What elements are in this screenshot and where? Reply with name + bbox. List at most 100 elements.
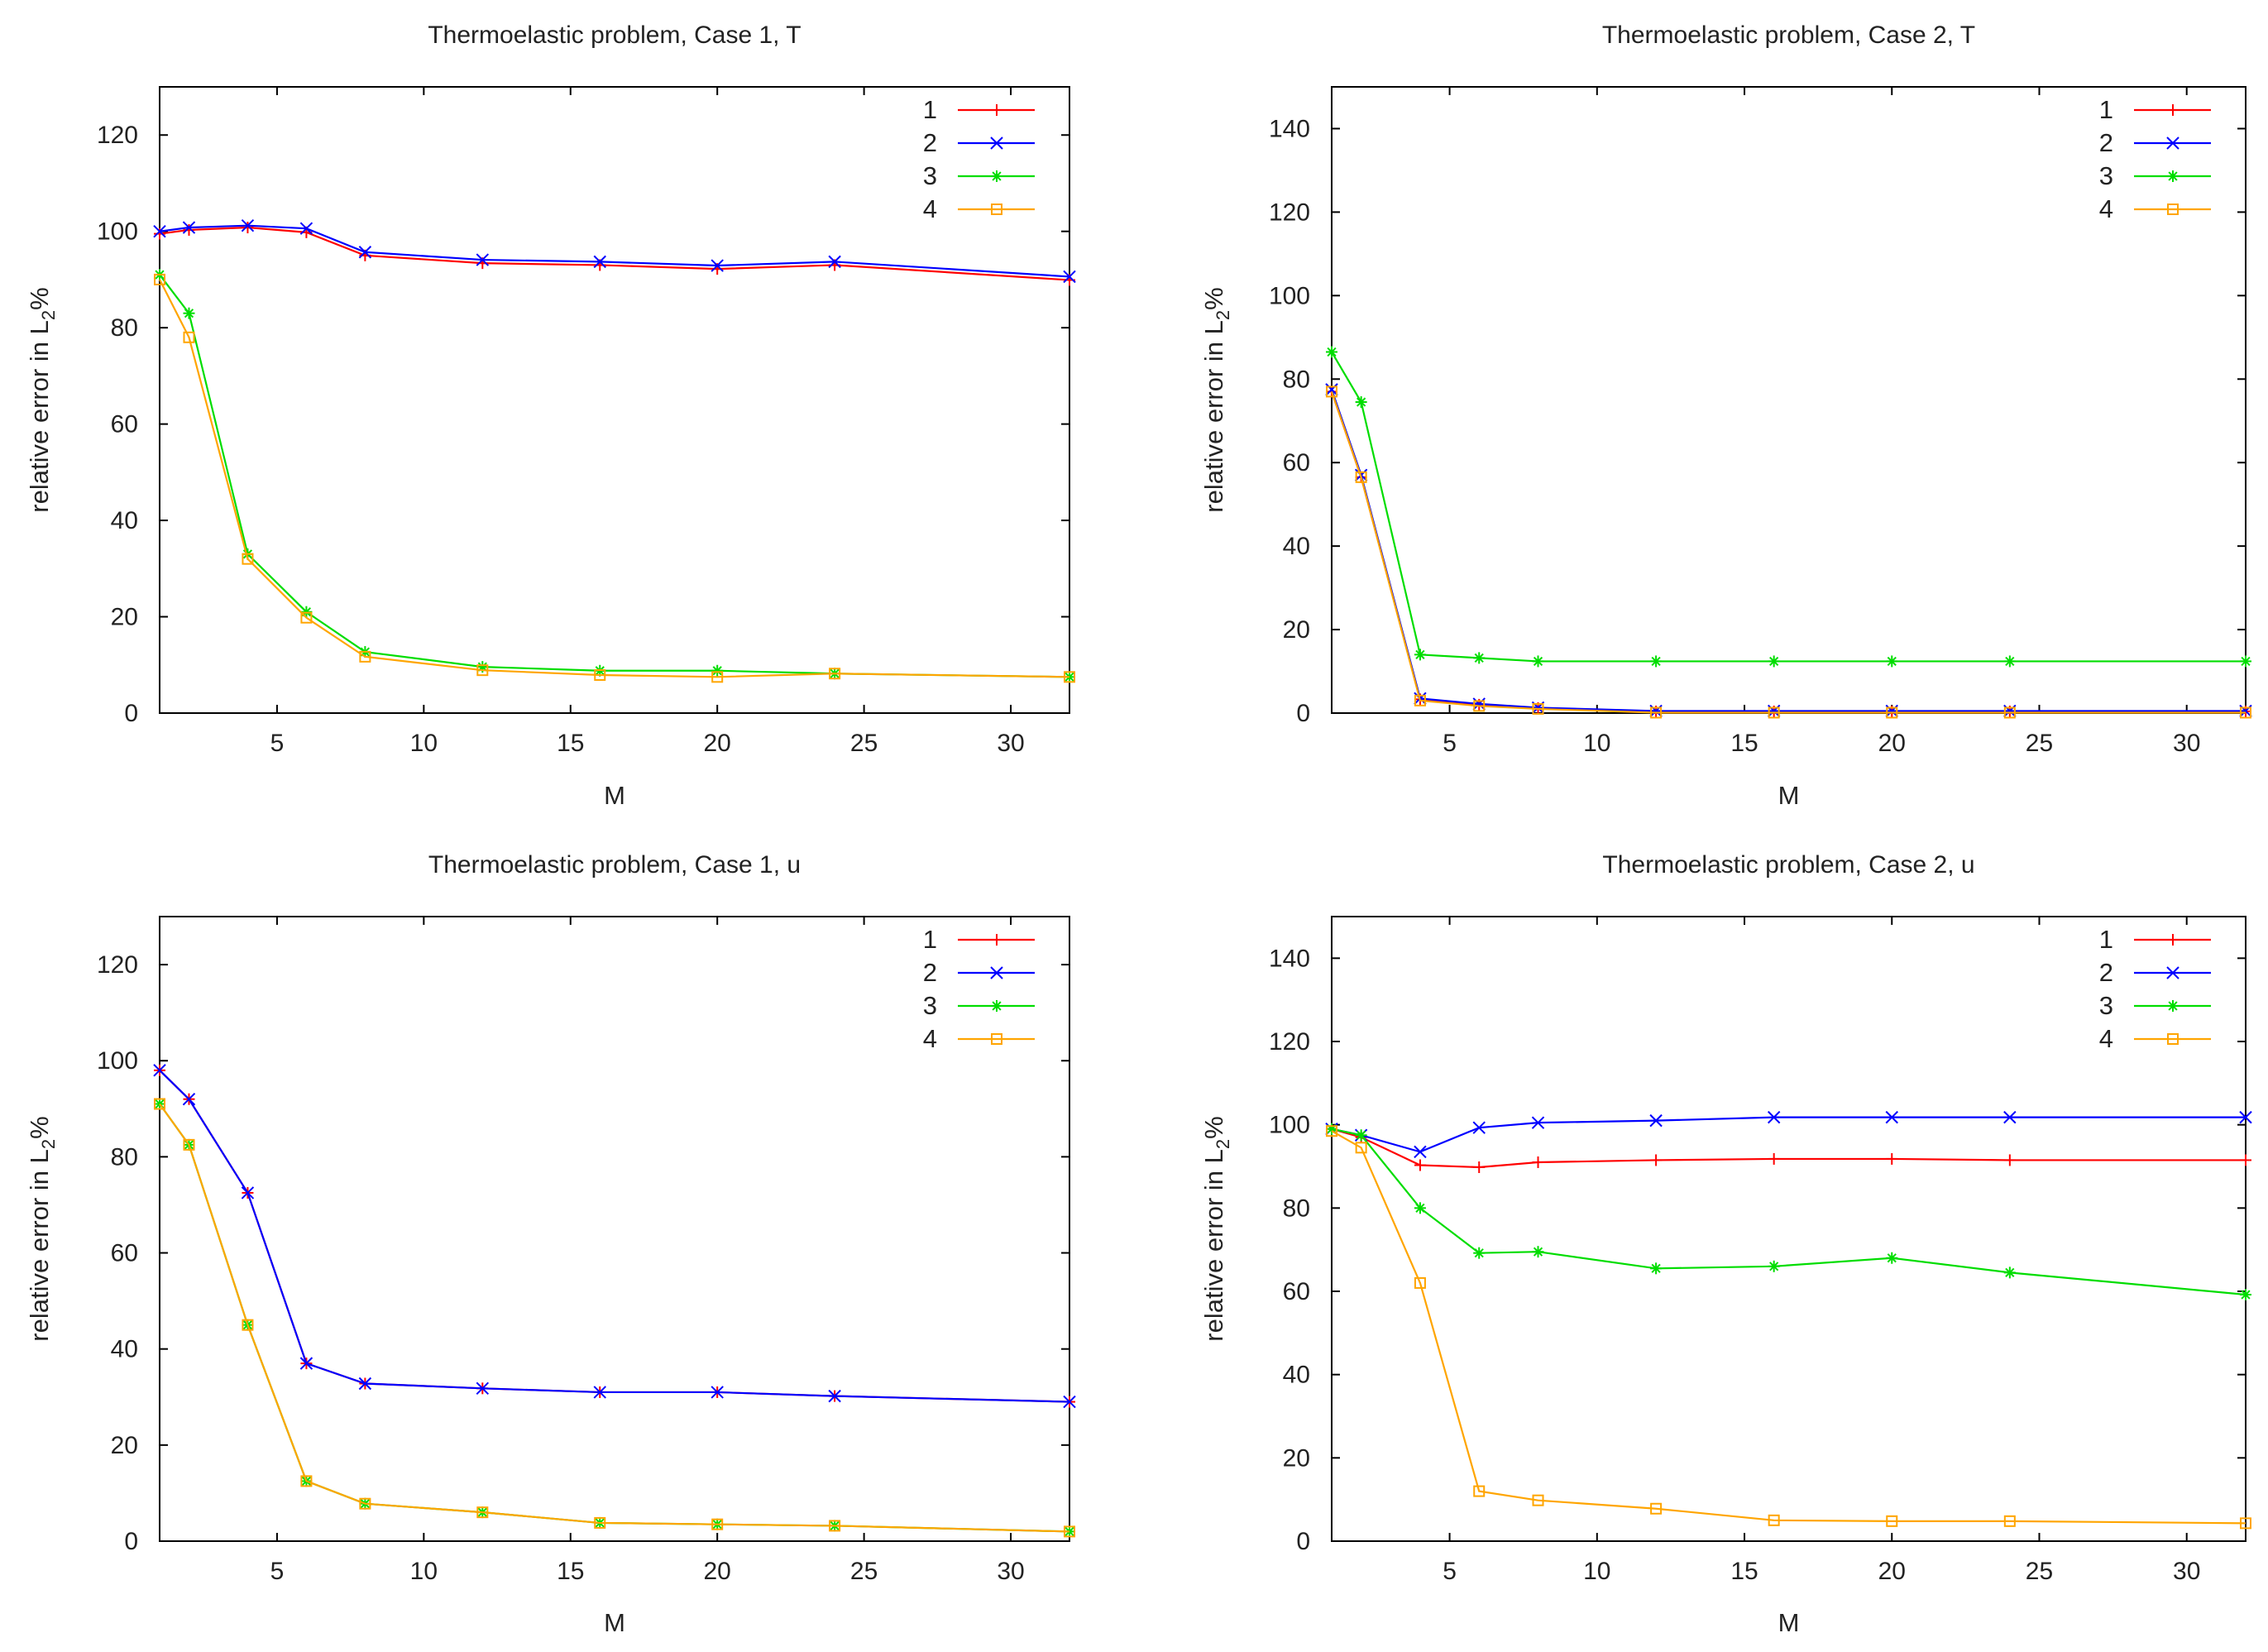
legend-entry-label: 1 — [2099, 925, 2113, 954]
series-3-point — [1768, 1260, 1780, 1272]
x-tick-label: 15 — [1730, 730, 1758, 757]
series-4-point — [1532, 702, 1544, 715]
legend-entry-label: 1 — [923, 95, 937, 124]
series-2-point — [593, 1386, 606, 1399]
series-2-point — [593, 255, 606, 269]
series-1-point — [2240, 1154, 2251, 1166]
series-4-point — [1414, 1276, 1426, 1289]
series-2-point — [1885, 1110, 1898, 1124]
legend-marker-2 — [990, 136, 1003, 150]
series-2-point — [2239, 1110, 2252, 1124]
y-axis-label: relative error in L2% — [25, 287, 59, 512]
y-tick-label: 100 — [1269, 282, 1310, 309]
chart-panel-4: Thermoelastic problem, Case 2, u 5 10 15 20 2… — [1199, 851, 2252, 1637]
legend-marker-3 — [2167, 170, 2179, 182]
series-2-point — [1414, 1145, 1427, 1159]
series-1-point — [1473, 1161, 1486, 1174]
chart-panel-1: Thermoelastic problem, Case 1, T5 10 15 20 2… — [25, 22, 1076, 810]
series-4-point — [1650, 706, 1663, 719]
series-line-1 — [159, 226, 1070, 281]
series-line-4 — [159, 1103, 1070, 1533]
series-1-point — [2003, 1154, 2016, 1166]
series-4-point — [1473, 700, 1486, 712]
x-tick-label: 30 — [997, 1558, 1024, 1585]
series-2-point — [153, 1064, 166, 1077]
legend-marker-1 — [2167, 104, 2179, 116]
legend-entry-label: 4 — [923, 1024, 937, 1053]
y-tick-label: 60 — [111, 411, 138, 438]
series-2-point — [153, 224, 166, 238]
plot-frame — [159, 86, 1070, 714]
y-axis-label: relative error in L2% — [1199, 1116, 1233, 1341]
series-2-point — [1063, 270, 1076, 284]
series-4-point — [1473, 1485, 1486, 1497]
y-tick-label: 40 — [111, 507, 138, 534]
y-tick-label: 80 — [111, 1143, 138, 1171]
series-4-point — [476, 664, 489, 677]
legend-marker-1 — [991, 104, 1002, 116]
series-4-point — [1414, 694, 1426, 706]
x-tick-label: 5 — [1443, 1558, 1457, 1585]
series-2-point — [182, 1092, 196, 1106]
series-4-point — [359, 1497, 371, 1510]
legend-marker-2 — [2166, 966, 2179, 979]
series-3-point — [2003, 1267, 2016, 1279]
series-line-1 — [1330, 391, 2246, 713]
y-tick-label: 80 — [1283, 1195, 1310, 1222]
series-1-point — [1886, 1152, 1898, 1165]
legend-entry-label: 3 — [2099, 991, 2113, 1020]
legend: 1 2 3 4 — [923, 925, 1035, 1053]
legend-marker-2 — [2166, 136, 2179, 150]
y-tick-label: 140 — [1269, 945, 1310, 972]
y-tick-label: 40 — [1283, 1362, 1310, 1389]
series-4-point — [1768, 706, 1780, 719]
chart-title: Thermoelastic problem, Case 2, u — [1602, 851, 1974, 879]
x-tick-label: 20 — [704, 1558, 731, 1585]
series-4-point — [594, 668, 606, 681]
legend: 1 2 3 4 — [2099, 925, 2211, 1053]
y-tick-label: 0 — [124, 700, 138, 727]
series-2-point — [299, 1357, 313, 1370]
plot-frame — [1331, 916, 2246, 1542]
y-tick-label: 120 — [1269, 1028, 1310, 1056]
y-tick-label: 80 — [111, 314, 138, 342]
x-tick-label: 30 — [997, 730, 1024, 757]
series-line-2 — [159, 1070, 1070, 1403]
series-3-point — [1650, 655, 1663, 668]
series-2-point — [476, 253, 490, 266]
series-4-point — [1326, 1125, 1337, 1137]
legend-marker-4 — [991, 204, 1002, 215]
x-tick-label: 25 — [2026, 730, 2053, 757]
series-2-point — [241, 1186, 255, 1199]
series-3-point — [1473, 1247, 1486, 1259]
y-tick-label: 120 — [97, 122, 138, 149]
x-tick-label: 20 — [1878, 1558, 1906, 1585]
x-axis-label: M — [604, 781, 625, 810]
x-tick-label: 10 — [1583, 1558, 1610, 1585]
series-2-point — [1472, 1121, 1486, 1134]
y-tick-label: 120 — [97, 951, 138, 979]
y-tick-label: 60 — [1283, 449, 1310, 476]
series-line-3 — [159, 274, 1070, 678]
x-tick-label: 15 — [1730, 1558, 1758, 1585]
legend: 1 2 3 4 — [923, 95, 1035, 223]
y-tick-label: 0 — [1296, 700, 1310, 727]
x-axis-label: M — [1778, 1608, 1800, 1637]
series-3-point — [1886, 1252, 1898, 1264]
y-tick-label: 20 — [1283, 1444, 1310, 1472]
series-line-1 — [1331, 1128, 2246, 1169]
series-4-point — [1768, 1514, 1780, 1526]
series-2-point — [358, 1377, 372, 1391]
series-3-point — [1355, 396, 1367, 409]
legend-marker-3 — [991, 170, 1002, 182]
series-line-4 — [1330, 391, 2246, 714]
series-2-point — [358, 246, 372, 259]
series-3-point — [1355, 1129, 1367, 1142]
legend-entry-label: 2 — [2099, 128, 2113, 157]
x-tick-label: 10 — [410, 1558, 438, 1585]
x-tick-label: 30 — [2173, 730, 2200, 757]
y-tick-label: 60 — [1283, 1278, 1310, 1305]
series-3-point — [1532, 655, 1544, 668]
